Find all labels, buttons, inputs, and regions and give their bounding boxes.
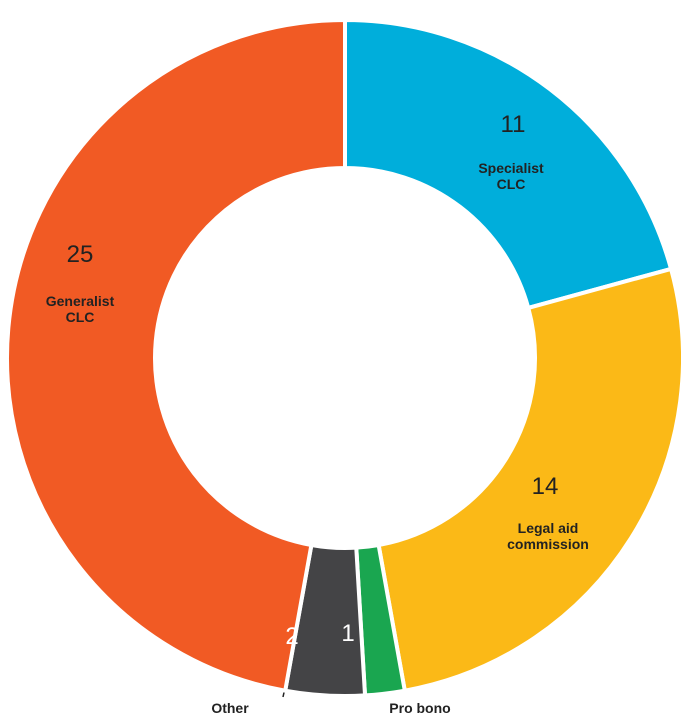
category-label: Generalist CLC — [45, 293, 115, 325]
value-label: 11 — [500, 111, 526, 138]
category-label: Specialist CLC — [478, 160, 544, 192]
value-label: 2 — [285, 623, 299, 650]
donut-segment — [5, 17, 347, 693]
category-label: Other — [211, 700, 249, 716]
category-label: Pro bono — [389, 700, 451, 716]
value-label: 1 — [341, 620, 355, 647]
category-label: Legal aid commission — [507, 520, 589, 552]
value-label: 25 — [66, 241, 94, 268]
value-label: 14 — [531, 473, 559, 500]
donut-segment — [376, 266, 681, 693]
donut-segment — [343, 17, 674, 311]
